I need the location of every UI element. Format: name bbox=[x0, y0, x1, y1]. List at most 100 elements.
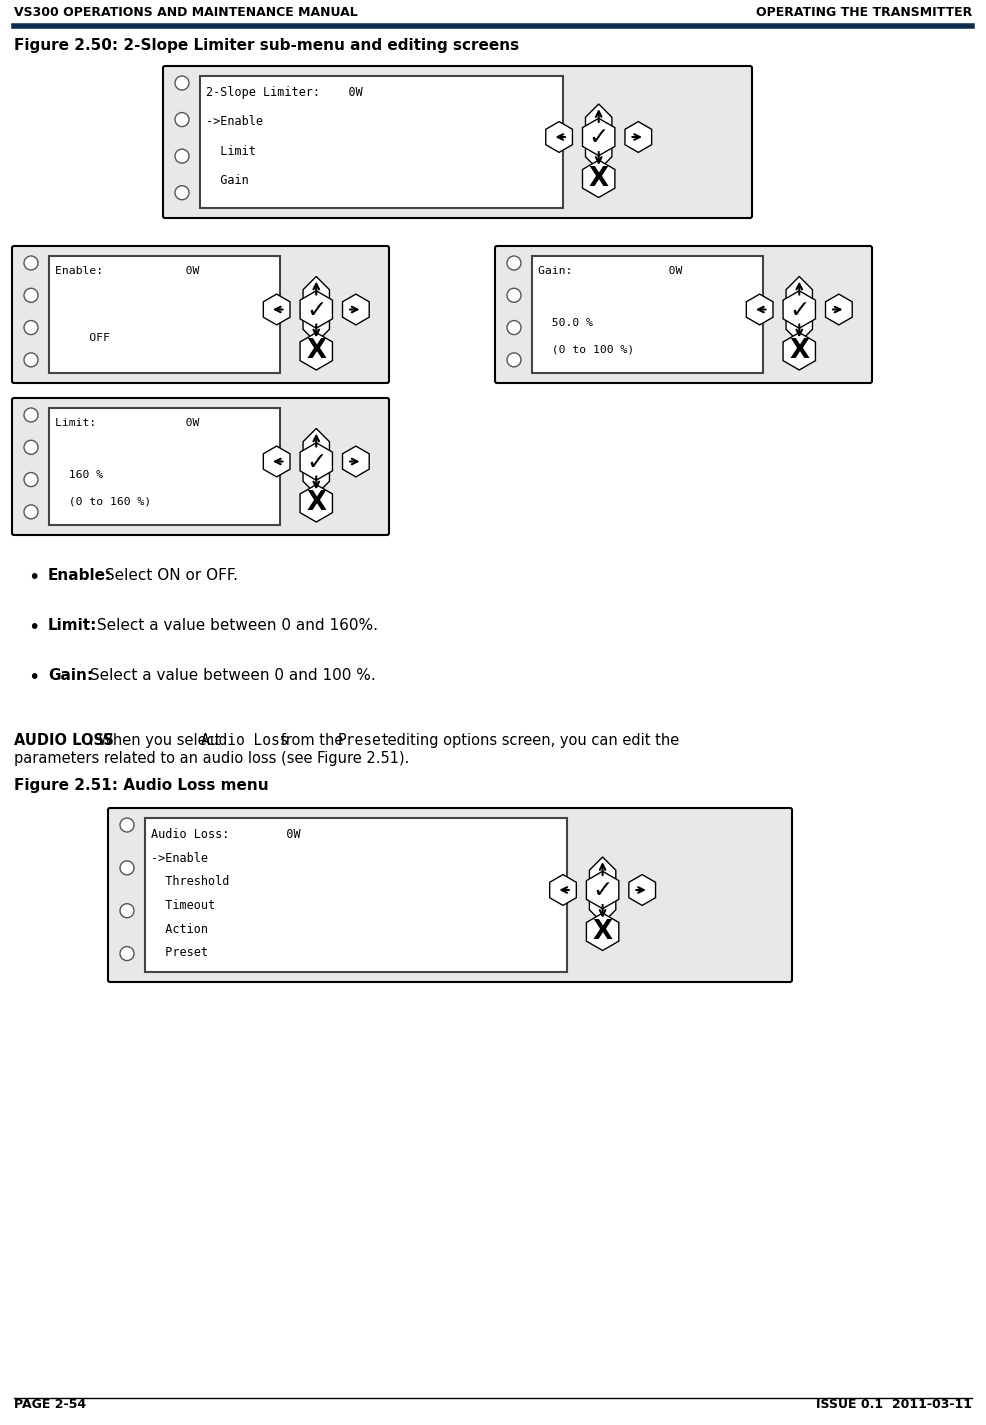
FancyBboxPatch shape bbox=[163, 66, 752, 218]
Text: Timeout: Timeout bbox=[151, 899, 215, 912]
Circle shape bbox=[24, 408, 38, 422]
Circle shape bbox=[120, 861, 134, 875]
Text: Select a value between 0 and 100 %.: Select a value between 0 and 100 %. bbox=[85, 668, 376, 683]
Circle shape bbox=[24, 473, 38, 486]
Polygon shape bbox=[263, 294, 290, 325]
FancyBboxPatch shape bbox=[12, 398, 389, 534]
Polygon shape bbox=[586, 144, 612, 170]
Circle shape bbox=[24, 256, 38, 269]
Polygon shape bbox=[263, 446, 290, 477]
Text: . When you select: . When you select bbox=[89, 732, 225, 748]
Text: Select ON or OFF.: Select ON or OFF. bbox=[100, 569, 238, 583]
Circle shape bbox=[24, 353, 38, 366]
Circle shape bbox=[175, 150, 189, 162]
Circle shape bbox=[175, 185, 189, 200]
FancyBboxPatch shape bbox=[495, 247, 872, 383]
Text: Limit:             0W: Limit: 0W bbox=[55, 418, 199, 428]
FancyBboxPatch shape bbox=[108, 808, 792, 982]
Polygon shape bbox=[786, 316, 812, 342]
Text: ->Enable: ->Enable bbox=[151, 852, 208, 865]
Text: Gain: Gain bbox=[206, 174, 248, 187]
Text: X: X bbox=[789, 338, 810, 365]
Text: Figure 2.50: 2-Slope Limiter sub-menu and editing screens: Figure 2.50: 2-Slope Limiter sub-menu an… bbox=[14, 38, 519, 53]
Circle shape bbox=[120, 903, 134, 918]
Text: Audio Loss: Audio Loss bbox=[200, 732, 288, 748]
Text: Gain:              0W: Gain: 0W bbox=[538, 266, 682, 276]
Polygon shape bbox=[587, 871, 619, 909]
Text: •: • bbox=[28, 569, 39, 587]
FancyBboxPatch shape bbox=[145, 818, 567, 972]
Polygon shape bbox=[303, 316, 329, 342]
Polygon shape bbox=[590, 896, 616, 923]
Text: •: • bbox=[28, 668, 39, 687]
Polygon shape bbox=[303, 429, 329, 455]
Text: Action: Action bbox=[151, 923, 208, 936]
Polygon shape bbox=[586, 104, 612, 131]
Circle shape bbox=[24, 288, 38, 302]
Circle shape bbox=[24, 321, 38, 335]
Circle shape bbox=[24, 504, 38, 519]
Text: Preset: Preset bbox=[337, 732, 390, 748]
FancyBboxPatch shape bbox=[49, 256, 280, 373]
Text: VS300 OPERATIONS AND MAINTENANCE MANUAL: VS300 OPERATIONS AND MAINTENANCE MANUAL bbox=[14, 6, 358, 19]
Polygon shape bbox=[583, 118, 615, 155]
Polygon shape bbox=[342, 294, 369, 325]
Polygon shape bbox=[300, 291, 332, 328]
Text: Audio Loss:        0W: Audio Loss: 0W bbox=[151, 828, 301, 841]
Polygon shape bbox=[783, 332, 815, 370]
Polygon shape bbox=[625, 121, 652, 152]
Text: 50.0 %: 50.0 % bbox=[538, 318, 593, 328]
Circle shape bbox=[507, 288, 521, 302]
Polygon shape bbox=[629, 875, 656, 905]
Text: Figure 2.51: Audio Loss menu: Figure 2.51: Audio Loss menu bbox=[14, 778, 268, 792]
Text: 2-Slope Limiter:    0W: 2-Slope Limiter: 0W bbox=[206, 86, 363, 98]
Polygon shape bbox=[342, 446, 369, 477]
Text: OFF: OFF bbox=[55, 333, 110, 343]
Text: •: • bbox=[28, 618, 39, 637]
Circle shape bbox=[175, 113, 189, 127]
Polygon shape bbox=[786, 276, 812, 304]
Polygon shape bbox=[587, 913, 619, 950]
Text: parameters related to an audio loss (see Figure 2.51).: parameters related to an audio loss (see… bbox=[14, 751, 409, 767]
Text: OPERATING THE TRANSMITTER: OPERATING THE TRANSMITTER bbox=[755, 6, 972, 19]
Polygon shape bbox=[300, 443, 332, 480]
Circle shape bbox=[507, 353, 521, 366]
Text: ✓: ✓ bbox=[589, 125, 609, 150]
Polygon shape bbox=[583, 160, 615, 198]
Text: X: X bbox=[307, 338, 326, 365]
Text: editing options screen, you can edit the: editing options screen, you can edit the bbox=[383, 732, 678, 748]
Text: AUDIO LOSS: AUDIO LOSS bbox=[14, 732, 113, 748]
Circle shape bbox=[507, 256, 521, 269]
Text: PAGE 2-54: PAGE 2-54 bbox=[14, 1398, 86, 1411]
Text: ✓: ✓ bbox=[306, 449, 326, 473]
Text: Threshold: Threshold bbox=[151, 875, 230, 888]
Text: ✓: ✓ bbox=[306, 298, 326, 322]
Text: Select a value between 0 and 160%.: Select a value between 0 and 160%. bbox=[93, 618, 379, 633]
Polygon shape bbox=[303, 276, 329, 304]
Text: Preset: Preset bbox=[151, 946, 208, 959]
Text: ✓: ✓ bbox=[593, 878, 612, 902]
Text: 160 %: 160 % bbox=[55, 470, 104, 480]
Circle shape bbox=[24, 440, 38, 455]
Polygon shape bbox=[303, 467, 329, 494]
Text: X: X bbox=[307, 490, 326, 516]
Text: Enable:: Enable: bbox=[48, 569, 112, 583]
Text: ->Enable: ->Enable bbox=[206, 115, 263, 128]
Polygon shape bbox=[825, 294, 852, 325]
Polygon shape bbox=[300, 332, 332, 370]
Text: Enable:            0W: Enable: 0W bbox=[55, 266, 199, 276]
Text: ISSUE 0.1  2011-03-11: ISSUE 0.1 2011-03-11 bbox=[816, 1398, 972, 1411]
Circle shape bbox=[120, 946, 134, 960]
Text: Gain:: Gain: bbox=[48, 668, 93, 683]
Polygon shape bbox=[546, 121, 573, 152]
Polygon shape bbox=[783, 291, 815, 328]
Circle shape bbox=[120, 818, 134, 832]
Circle shape bbox=[175, 76, 189, 90]
Text: Limit:: Limit: bbox=[48, 618, 98, 633]
Polygon shape bbox=[549, 875, 577, 905]
Circle shape bbox=[507, 321, 521, 335]
Polygon shape bbox=[746, 294, 773, 325]
Text: from the: from the bbox=[276, 732, 348, 748]
Polygon shape bbox=[300, 485, 332, 522]
Text: ✓: ✓ bbox=[789, 298, 810, 322]
